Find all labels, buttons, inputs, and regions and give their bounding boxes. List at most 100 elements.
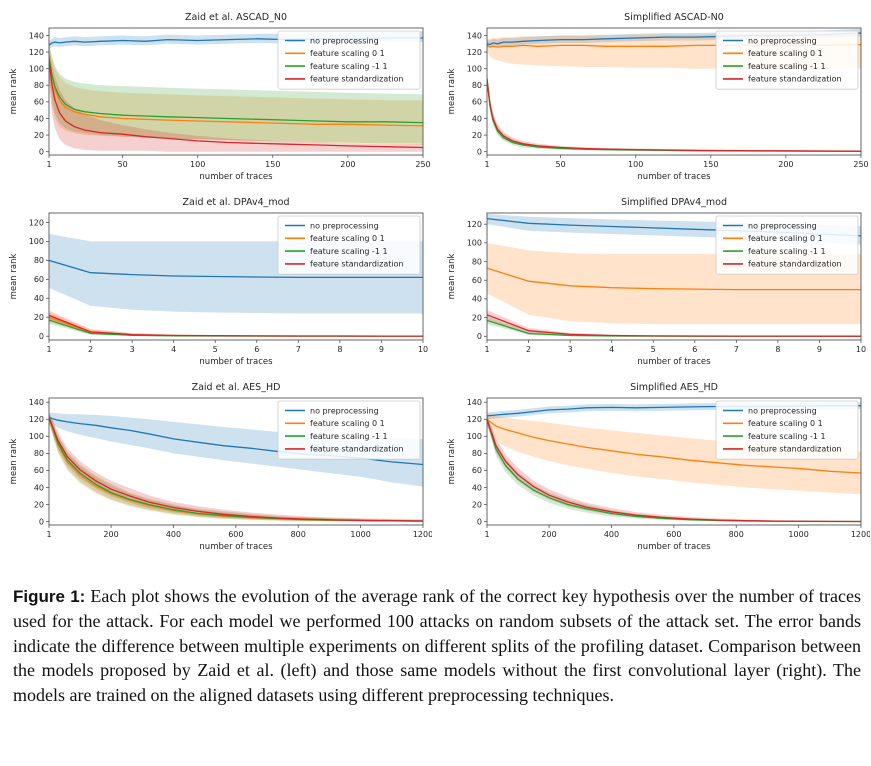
svg-text:feature scaling -1 1: feature scaling -1 1	[748, 247, 826, 256]
svg-text:no preprocessing: no preprocessing	[748, 406, 817, 415]
svg-text:8: 8	[337, 345, 342, 354]
svg-text:feature scaling 0 1: feature scaling 0 1	[748, 234, 823, 243]
svg-text:mean rank: mean rank	[9, 69, 19, 115]
svg-text:60: 60	[472, 466, 482, 475]
svg-text:no preprocessing: no preprocessing	[310, 221, 379, 230]
subplot-simplified-aes-hd: 1 200 400 600 800 1000 1200 0 20 40 60 80 100 120 140 S…	[444, 376, 870, 558]
svg-text:number of traces: number of traces	[637, 172, 711, 182]
svg-text:0: 0	[477, 332, 482, 341]
svg-text:feature standardization: feature standardization	[748, 260, 842, 269]
svg-text:800: 800	[291, 530, 306, 539]
svg-text:200: 200	[340, 160, 355, 169]
svg-text:feature standardization: feature standardization	[310, 260, 404, 269]
svg-text:120: 120	[29, 48, 44, 57]
svg-text:600: 600	[666, 530, 681, 539]
svg-text:number of traces: number of traces	[199, 542, 273, 552]
svg-text:60: 60	[472, 98, 482, 107]
svg-text:number of traces: number of traces	[199, 357, 273, 367]
svg-text:2: 2	[526, 345, 531, 354]
svg-text:100: 100	[29, 432, 44, 441]
svg-text:20: 20	[472, 500, 482, 509]
svg-text:10: 10	[856, 345, 866, 354]
svg-text:120: 120	[29, 218, 44, 227]
svg-text:feature standardization: feature standardization	[310, 75, 404, 84]
svg-text:feature scaling -1 1: feature scaling -1 1	[310, 62, 388, 71]
svg-text:140: 140	[29, 31, 44, 40]
svg-text:0: 0	[39, 332, 44, 341]
svg-text:1000: 1000	[350, 530, 370, 539]
svg-text:no preprocessing: no preprocessing	[310, 406, 379, 415]
svg-text:40: 40	[34, 294, 44, 303]
svg-text:0: 0	[477, 517, 482, 526]
svg-text:9: 9	[379, 345, 384, 354]
svg-text:600: 600	[228, 530, 243, 539]
svg-text:Zaid et al. ASCAD_N0: Zaid et al. ASCAD_N0	[185, 12, 287, 23]
svg-text:6: 6	[254, 345, 259, 354]
figure-caption-label: Figure 1:	[13, 587, 86, 606]
svg-text:120: 120	[29, 415, 44, 424]
svg-text:80: 80	[472, 449, 482, 458]
svg-text:feature scaling 0 1: feature scaling 0 1	[748, 419, 823, 428]
svg-text:250: 250	[415, 160, 430, 169]
svg-text:80: 80	[34, 256, 44, 265]
svg-text:20: 20	[472, 313, 482, 322]
svg-text:number of traces: number of traces	[637, 542, 711, 552]
svg-text:1: 1	[46, 160, 51, 169]
svg-text:140: 140	[467, 398, 482, 407]
svg-text:mean rank: mean rank	[447, 439, 457, 485]
svg-text:60: 60	[34, 275, 44, 284]
svg-text:Simplified DPAv4_mod: Simplified DPAv4_mod	[621, 197, 727, 208]
svg-text:60: 60	[34, 98, 44, 107]
svg-text:40: 40	[472, 483, 482, 492]
svg-text:10: 10	[418, 345, 428, 354]
svg-text:9: 9	[817, 345, 822, 354]
svg-text:100: 100	[467, 432, 482, 441]
svg-text:200: 200	[778, 160, 793, 169]
chart-simplified-ascad-n0: 1 50 100 150 200 250020406080100120140Simplif…	[447, 12, 869, 182]
svg-text:400: 400	[604, 530, 619, 539]
svg-text:no preprocessing: no preprocessing	[310, 36, 379, 45]
svg-text:140: 140	[467, 31, 482, 40]
svg-text:50: 50	[118, 160, 128, 169]
subplot-simplified-dpav4-mod: 1 2 3 4 5 6 7 8 9 10 0 20 40 60 80 100 120 Simplified DPA…	[444, 191, 870, 373]
svg-text:0: 0	[477, 147, 482, 156]
svg-text:0: 0	[39, 517, 44, 526]
svg-text:feature scaling -1 1: feature scaling -1 1	[310, 432, 388, 441]
svg-text:5: 5	[213, 345, 218, 354]
svg-text:1200: 1200	[851, 530, 870, 539]
svg-text:4: 4	[171, 345, 176, 354]
svg-text:120: 120	[467, 415, 482, 424]
subplot-zaid-ascad-n0: 1 50 100 150 200 250 0 20 40 60 80 100 120 140 Zaid et…	[6, 6, 432, 188]
svg-text:20: 20	[34, 500, 44, 509]
svg-text:feature scaling 0 1: feature scaling 0 1	[310, 234, 385, 243]
chart-zaid-aes-hd: 1 200 400 600 800 1000 1200020406080100120140Z…	[9, 382, 432, 552]
svg-text:feature scaling 0 1: feature scaling 0 1	[748, 49, 823, 58]
svg-text:150: 150	[703, 160, 718, 169]
svg-text:feature standardization: feature standardization	[748, 445, 842, 454]
svg-text:60: 60	[472, 276, 482, 285]
svg-text:6: 6	[692, 345, 697, 354]
svg-text:0: 0	[39, 147, 44, 156]
svg-text:50: 50	[556, 160, 566, 169]
subplot-simplified-ascad-n0: 1 50 100 150 200 250 0 20 40 60 80 100 120 140 Simplif…	[444, 6, 870, 188]
svg-text:150: 150	[265, 160, 280, 169]
svg-text:40: 40	[34, 483, 44, 492]
svg-text:mean rank: mean rank	[447, 69, 457, 115]
svg-text:100: 100	[29, 64, 44, 73]
svg-text:80: 80	[472, 257, 482, 266]
svg-text:250: 250	[853, 160, 868, 169]
figure-grid: 1 50 100 150 200 250 0 20 40 60 80 100 120 140 Zaid et…	[6, 6, 870, 558]
svg-text:number of traces: number of traces	[637, 357, 711, 367]
svg-text:7: 7	[734, 345, 739, 354]
figure-caption: Figure 1: Each plot shows the evolution …	[13, 584, 861, 708]
svg-text:400: 400	[166, 530, 181, 539]
svg-text:3: 3	[130, 345, 135, 354]
svg-text:number of traces: number of traces	[199, 172, 273, 182]
svg-text:feature scaling -1 1: feature scaling -1 1	[310, 247, 388, 256]
subplot-zaid-dpav4-mod: 1 2 3 4 5 6 7 8 9 10 0 20 40 60 80 100 120 Zaid et al. DP…	[6, 191, 432, 373]
svg-text:200: 200	[541, 530, 556, 539]
svg-text:100: 100	[467, 239, 482, 248]
svg-text:mean rank: mean rank	[447, 254, 457, 300]
